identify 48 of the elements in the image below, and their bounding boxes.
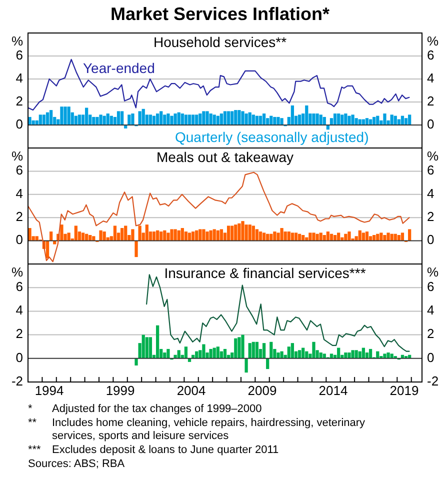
chart-title: Insurance & financial services*** bbox=[164, 265, 366, 281]
x-tick-label: 2004 bbox=[176, 383, 206, 398]
y2-axis-title: % bbox=[427, 33, 439, 48]
y-axis-title: % bbox=[11, 33, 24, 48]
y-tick-label: 4 bbox=[16, 302, 23, 318]
x-tick-label: 2009 bbox=[248, 383, 277, 398]
text: ** Includes home cleaning, vehicle repairs, hairdressing, veterinary services, sports and leisure services bbox=[28, 417, 366, 442]
y-axis-title: % bbox=[11, 148, 24, 164]
y2-axis-title: % bbox=[427, 148, 439, 164]
y-tick-label: 0 bbox=[16, 232, 23, 248]
x-tick-label: 1994 bbox=[34, 383, 64, 398]
chart-title: Meals out & takeaway bbox=[156, 149, 294, 165]
chart-title: Market Services Inflation* bbox=[110, 4, 330, 24]
y-tick-label: 6 bbox=[16, 162, 23, 178]
series-label: Year-ended bbox=[83, 60, 155, 76]
y2-tick-label: 2 bbox=[427, 93, 434, 108]
y2-tick-label: -2 bbox=[427, 373, 439, 388]
x-tick-label: 2019 bbox=[390, 383, 419, 398]
y-tick-label: -2 bbox=[11, 373, 23, 388]
y2-tick-label: 2 bbox=[427, 326, 434, 342]
text: *** Excludes deposit & loans to June quarter 2011 bbox=[28, 444, 279, 456]
y2-tick-label: 6 bbox=[427, 47, 434, 62]
y-tick-label: 2 bbox=[16, 93, 23, 108]
y-tick-label: 0 bbox=[16, 350, 23, 365]
series-label: Quarterly (seasonally adjusted) bbox=[175, 129, 369, 145]
y2-tick-label: 6 bbox=[427, 162, 434, 178]
y-tick-label: 6 bbox=[16, 279, 23, 294]
y-tick-label: 0 bbox=[16, 116, 23, 132]
y-tick-label: 4 bbox=[16, 70, 23, 86]
y2-tick-label: 4 bbox=[427, 70, 434, 86]
x-tick-label: 1999 bbox=[106, 383, 135, 398]
y-tick-label: 2 bbox=[16, 209, 23, 224]
y-tick-label: 6 bbox=[16, 47, 23, 62]
y2-tick-label: 0 bbox=[427, 116, 434, 132]
x-tick-label: 2014 bbox=[318, 383, 348, 398]
text: * Adjusted for the tax changes of 1999–2000 bbox=[28, 403, 262, 415]
y2-tick-label: 0 bbox=[427, 232, 434, 248]
source-note: Sources: ABS; RBA bbox=[28, 458, 126, 470]
y2-tick-label: 4 bbox=[427, 302, 434, 318]
y-tick-label: 4 bbox=[16, 186, 23, 201]
y2-axis-title: % bbox=[427, 264, 439, 280]
y-axis-title: % bbox=[11, 264, 24, 280]
y2-tick-label: 2 bbox=[427, 209, 434, 224]
chart-subtitle: Household services** bbox=[153, 34, 288, 50]
y2-tick-label: 0 bbox=[427, 350, 434, 365]
y2-tick-label: 4 bbox=[427, 186, 434, 201]
y-tick-label: 2 bbox=[16, 326, 23, 342]
y2-tick-label: 6 bbox=[427, 279, 434, 294]
